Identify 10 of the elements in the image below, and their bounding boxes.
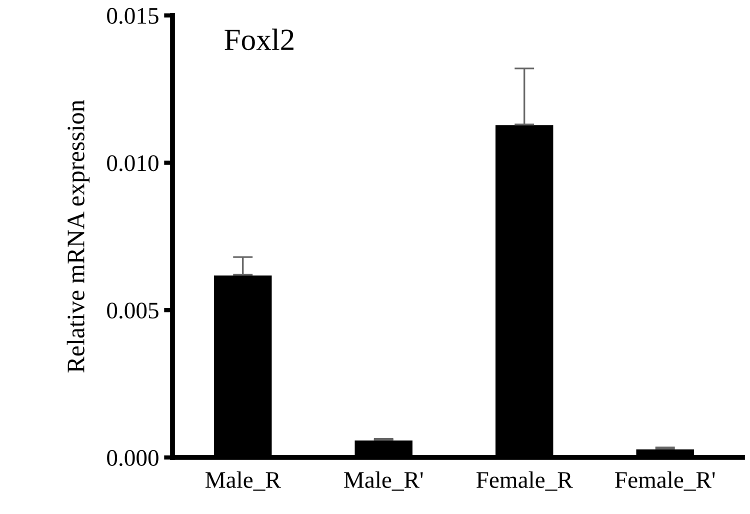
- y-tick-label: 0.005: [107, 302, 158, 319]
- x-tick-label: Female_R: [476, 471, 573, 491]
- y-tick-label: 0.000: [107, 450, 158, 466]
- y-axis-title: Relative mRNA expression: [66, 100, 90, 373]
- x-tick-label: Male_R': [344, 471, 423, 491]
- y-tick-label: 0.015: [107, 8, 158, 24]
- y-tick-label: 0.010: [107, 155, 158, 172]
- chart-title: Foxl2: [224, 28, 294, 50]
- x-tick-label: Male_R: [206, 471, 281, 491]
- x-tick-label: Female_R': [615, 471, 715, 491]
